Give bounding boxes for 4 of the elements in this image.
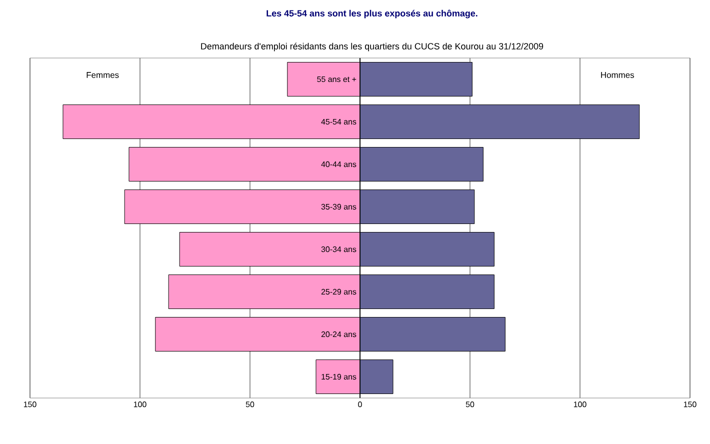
chart-title: Les 45-54 ans sont les plus exposés au chômage.	[266, 10, 478, 18]
text: Hommes	[601, 72, 634, 78]
text: Femmes	[86, 72, 119, 78]
chart-subtitle: Demandeurs d'emploi résidants dans les quartiers du CUCS de Kourou au 31/12/2009	[201, 42, 544, 52]
